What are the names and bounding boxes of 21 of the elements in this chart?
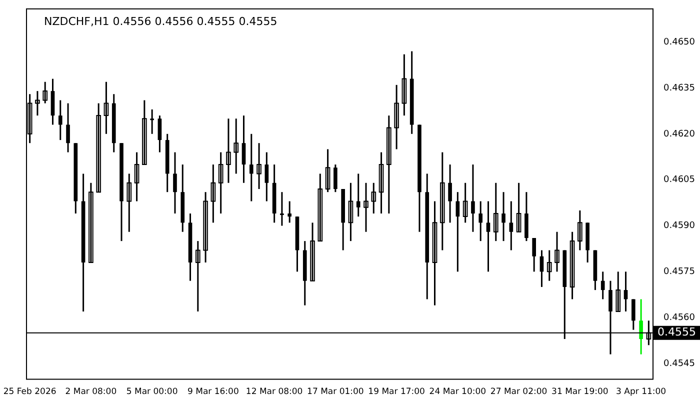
x-tick-label: 31 Mar 19:00: [552, 387, 608, 398]
y-tick-label: 0.4545: [664, 358, 696, 369]
x-tick-label: 5 Mar 00:00: [126, 387, 178, 398]
y-tick-label: 0.4575: [664, 267, 696, 278]
x-tick-label: 19 Mar 17:00: [368, 387, 425, 398]
y-tick-label: 0.4635: [664, 83, 696, 94]
x-tick-label: 25 Feb 2026: [3, 387, 56, 398]
x-tick-label: 12 Mar 08:00: [246, 387, 303, 398]
y-tick-label: 0.4560: [664, 312, 696, 323]
x-tick-label: 17 Mar 01:00: [307, 387, 364, 398]
y-tick-label: 0.4620: [664, 129, 696, 140]
y-tick-label: 0.4605: [664, 175, 696, 186]
ref-line-label: 0.4555: [658, 326, 696, 339]
x-tick-label: 9 Mar 16:00: [188, 387, 239, 398]
y-tick-label: 0.4590: [664, 221, 696, 232]
y-tick-label: 0.4650: [664, 37, 696, 48]
x-tick-label: 24 Mar 10:00: [429, 387, 486, 398]
x-tick-label: 27 Mar 02:00: [490, 387, 548, 398]
x-tick-label: 2 Mar 08:00: [65, 387, 117, 398]
x-tick-label: 3 Apr 11:00: [616, 387, 666, 398]
text: NZDCHF,H1 0.4556 0.4556 0.4555 0.4555: [44, 14, 278, 28]
